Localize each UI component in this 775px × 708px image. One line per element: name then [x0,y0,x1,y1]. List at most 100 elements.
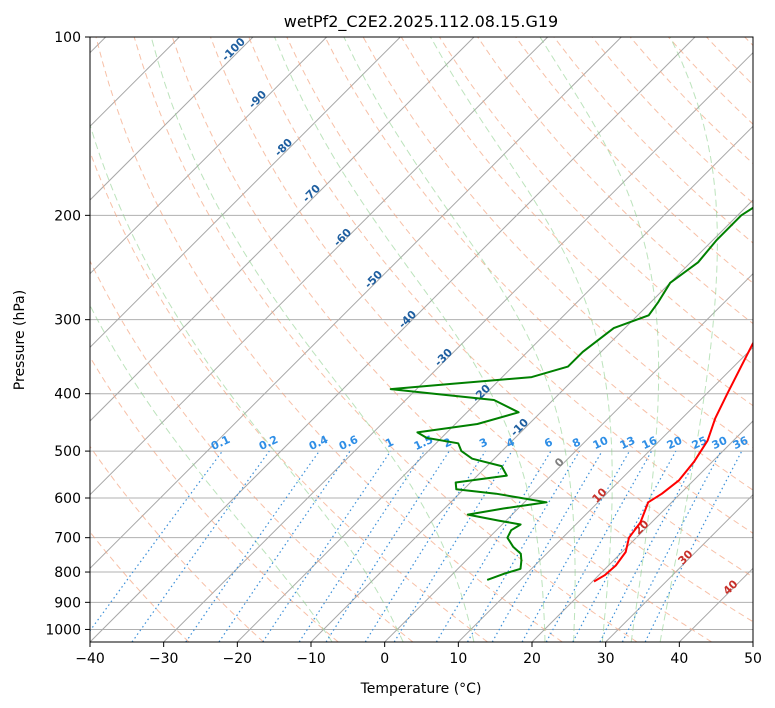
y-tick-label: 200 [54,208,81,224]
moist-adiabat-line [90,123,404,642]
dry-adiabat-line [248,37,753,578]
moist-adiabat-line [150,37,475,642]
dry-adiabat-label: -80 [272,136,295,159]
dry-adiabat-line [744,37,753,47]
mixing-ratio-line [521,450,631,642]
mixing-ratio-label: 30 [710,434,730,452]
y-axis-label: Pressure (hPa) [12,290,28,390]
dry-adiabat-label: -90 [246,88,269,111]
moist-adiabat-line [539,37,660,642]
mixing-ratio-label: 0.6 [337,433,360,453]
dry-adiabat-line [90,259,414,642]
isotherm-line [236,125,753,642]
mixing-ratio-label: 10 [591,434,611,452]
x-tick-label: −30 [149,651,179,667]
moist-adiabat-line [430,37,613,642]
temperature-profile-line [593,341,753,583]
isotherm-line [90,37,254,201]
chart-title: wetPf2_C2E2.2025.112.08.15.G19 [284,12,558,32]
x-tick-label: 30 [597,651,615,667]
dry-adiabat-line [133,37,638,642]
x-tick-label: 50 [744,651,762,667]
dry-adiabat-line [438,37,753,366]
dry-adiabat-label: -10 [508,416,531,439]
isotherm-line [457,346,753,642]
isotherm-line [605,493,753,642]
mixing-ratio-label: 16 [640,434,660,452]
isotherm-line [163,51,753,642]
mixing-ratio-line [262,450,392,642]
isotherm-line [384,272,753,642]
mixing-ratio-label: 8 [570,435,582,450]
mixing-ratio-line [435,450,552,642]
dewpoint-profile-line [389,206,753,581]
mixing-ratio-line [644,450,743,642]
y-tick-label: 1000 [45,622,81,638]
y-tick-label: 800 [54,565,81,581]
isotherm-line [90,37,696,642]
mixing-ratio-line [218,450,351,642]
dry-adiabat-label: -40 [396,308,419,331]
mixing-ratio-line [131,450,270,642]
y-tick-label: 500 [54,444,81,460]
mixing-ratio-label: 3 [477,435,489,450]
dry-adiabat-label: 10 [590,485,610,505]
dry-adiabat-line [95,37,563,642]
isotherm-line [90,37,549,496]
dry-adiabat-line [171,37,712,642]
dry-adiabat-line [515,37,753,284]
moist-adiabat-line [343,37,576,642]
y-tick-label: 100 [54,30,81,46]
dry-adiabat-label: -70 [300,182,323,205]
dry-adiabat-label: -50 [362,268,385,291]
dry-adiabat-line [90,445,264,642]
moist-adiabat-line [274,37,546,642]
mixing-ratio-label: 0.1 [209,433,232,453]
mixing-ratio-line [599,450,702,642]
dry-adiabat-label: -60 [331,226,354,249]
isotherm-line [90,37,475,422]
moist-adiabat-line [659,37,718,642]
mixing-ratio-line [393,450,513,642]
dry-adiabat-line [553,37,753,244]
mixing-ratio-line [325,450,450,642]
dry-adiabat-line [324,37,753,491]
mixing-ratio-line [298,450,425,642]
isotherm-line [90,37,328,275]
dry-adiabat-label: -100 [219,35,248,64]
mixing-ratio-label: 6 [542,435,555,450]
isotherm-line [90,37,401,349]
dry-adiabat-line [286,37,753,534]
mixing-ratio-line [185,450,320,642]
mixing-ratio-label: 36 [731,434,751,452]
moist-adiabat-line [90,304,333,642]
isotherm-line [531,420,753,642]
dry-adiabat-label: 40 [721,577,741,597]
x-tick-label: −40 [75,651,105,667]
dry-adiabat-line [90,150,488,642]
x-tick-label: −10 [296,651,326,667]
y-tick-label: 600 [54,491,81,507]
x-tick-label: −20 [223,651,253,667]
x-tick-label: 10 [449,651,467,667]
mixing-ratio-line [466,450,580,642]
mixing-ratio-line [572,450,677,642]
dry-adiabat-line [90,531,190,642]
y-tick-label: 700 [54,531,81,547]
plot-area-frame [89,36,754,643]
y-tick-label: 300 [54,313,81,329]
mixing-ratio-line [90,450,223,632]
mixing-ratio-label: 13 [618,434,637,452]
isotherm-line [752,641,753,642]
x-tick-label: 40 [670,651,688,667]
mixing-ratio-label: 0.2 [257,433,280,453]
dry-adiabat-label: 30 [676,547,696,567]
mixing-ratio-label: 1 [383,435,395,450]
isotherm-line [90,37,622,570]
y-tick-label: 400 [54,387,81,403]
dry-adiabat-label: -30 [432,346,455,369]
x-tick-label: 20 [523,651,541,667]
mixing-ratio-label: 0.4 [307,433,330,453]
mixing-ratio-label: 20 [665,434,685,452]
